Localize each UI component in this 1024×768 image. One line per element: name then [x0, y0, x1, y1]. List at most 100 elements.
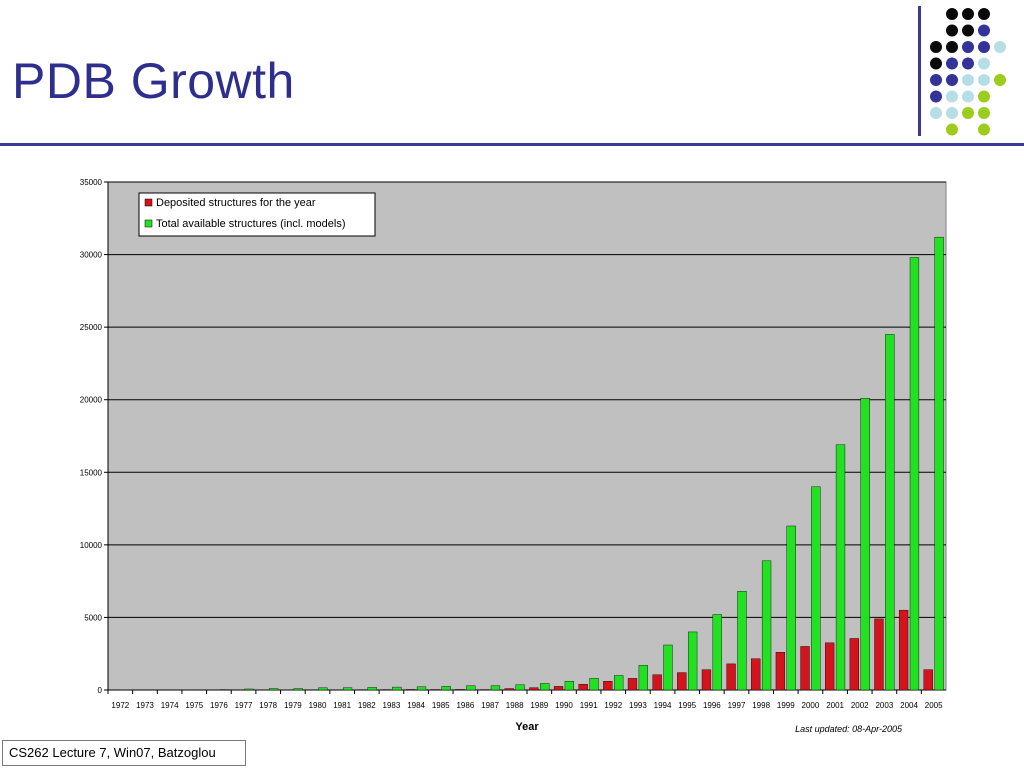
bar-total — [909, 257, 920, 691]
legend-label: Total available structures (incl. models… — [156, 218, 346, 230]
bar-total — [367, 687, 377, 691]
bar-deposited — [652, 674, 662, 691]
x-tick-label: 2005 — [925, 701, 943, 710]
x-tick-label: 1972 — [111, 701, 129, 710]
legend-box — [138, 192, 376, 237]
bar-total — [589, 678, 599, 691]
bar-total — [564, 681, 575, 691]
x-tick-label: 1986 — [456, 701, 474, 710]
x-tick-label: 2002 — [851, 701, 869, 710]
slide-title: PDB Growth — [12, 53, 295, 109]
bar-total — [392, 686, 402, 691]
legend-label: Deposited structures for the year — [156, 197, 316, 209]
bar-total — [614, 675, 624, 691]
bar-total — [786, 525, 796, 691]
x-tick-label: 1988 — [506, 701, 524, 710]
bar-deposited — [701, 669, 712, 691]
bar-total — [293, 688, 303, 691]
x-tick-label: 2001 — [826, 701, 844, 710]
y-tick-label: 5000 — [84, 613, 102, 622]
x-tick-label: 1973 — [136, 701, 154, 710]
x-tick-label: 1996 — [703, 701, 721, 710]
plot-area — [107, 181, 947, 691]
chart-legend: Deposited structures for the year Total a… — [138, 192, 376, 237]
bar-deposited — [849, 638, 859, 691]
bar-total — [416, 686, 427, 691]
bar-deposited — [800, 646, 810, 691]
bar-total — [441, 686, 451, 691]
x-tick-label: 1990 — [555, 701, 573, 710]
x-tick-label: 1974 — [161, 701, 179, 710]
bar-deposited — [603, 681, 613, 691]
bar-total — [885, 334, 895, 691]
y-tick-label: 20000 — [80, 396, 103, 405]
bar-deposited — [406, 689, 416, 691]
bar-total — [687, 631, 698, 691]
x-tick-label: 1981 — [333, 701, 351, 710]
bar-total — [712, 614, 722, 691]
x-tick-label: 1997 — [728, 701, 746, 710]
bar-total — [761, 560, 772, 691]
bar-deposited — [677, 672, 687, 691]
y-tick-label: 15000 — [80, 468, 103, 477]
bar-total — [835, 444, 846, 691]
bar-deposited — [923, 669, 933, 691]
x-tick-label: 1991 — [580, 701, 598, 710]
x-tick-label: 2004 — [900, 701, 918, 710]
x-tick-label: 1999 — [777, 701, 795, 710]
title-underline — [0, 143, 1024, 146]
x-tick-label: 1984 — [407, 701, 425, 710]
x-tick-label: 1992 — [604, 701, 622, 710]
x-tick-label: 1989 — [530, 701, 548, 710]
x-tick-label: 1975 — [185, 701, 203, 710]
slide-footer: CS262 Lecture 7, Win07, Batzoglou — [2, 740, 246, 766]
x-tick-label: 2003 — [875, 701, 893, 710]
bar-total — [737, 591, 747, 691]
bar-total — [934, 236, 944, 691]
bar-deposited — [751, 658, 761, 691]
bar-deposited — [898, 609, 909, 691]
x-tick-label: 1998 — [752, 701, 770, 710]
y-tick-label: 35000 — [80, 178, 103, 187]
bar-deposited — [529, 687, 539, 691]
x-tick-label: 1994 — [654, 701, 672, 710]
vertical-divider — [918, 6, 921, 136]
y-tick-label: 0 — [98, 686, 103, 695]
x-tick-label: 1982 — [358, 701, 376, 710]
x-tick-label: 1976 — [210, 701, 228, 710]
bar-total — [244, 688, 254, 691]
y-tick-label: 25000 — [80, 323, 103, 332]
bar-deposited — [874, 618, 884, 691]
bar-total — [490, 685, 501, 691]
bar-deposited — [578, 683, 588, 691]
y-tick-label: 10000 — [80, 541, 103, 550]
bar-deposited — [775, 652, 786, 691]
bar-deposited — [455, 689, 465, 691]
bar-deposited — [504, 688, 514, 691]
x-tick-label: 1979 — [284, 701, 302, 710]
x-tick-label: 1987 — [481, 701, 499, 710]
bar-deposited — [627, 678, 638, 691]
bar-deposited — [825, 642, 835, 691]
x-tick-label: 1978 — [259, 701, 277, 710]
bar-total — [638, 665, 648, 691]
x-tick-label: 1983 — [383, 701, 401, 710]
bar-deposited — [553, 686, 564, 691]
bar-total — [342, 687, 353, 691]
pdb-growth-chart: 0 5000 10000 15000 20000 25000 30000 35000 1972 1… — [80, 178, 947, 734]
x-tick-label: 1985 — [432, 701, 450, 710]
x-tick-label: 1977 — [235, 701, 253, 710]
x-tick-label: 1995 — [678, 701, 696, 710]
bar-total — [466, 685, 476, 691]
legend-swatch — [144, 198, 153, 207]
last-updated-note: Last updated: 08-Apr-2005 — [795, 724, 903, 734]
x-axis-label: Year — [515, 721, 539, 733]
legend-swatch — [144, 219, 153, 228]
bar-total — [318, 687, 328, 691]
bar-total — [811, 486, 821, 691]
bar-total — [860, 398, 870, 691]
bar-total — [663, 644, 673, 691]
y-tick-label: 30000 — [80, 251, 103, 260]
bar-total — [268, 688, 279, 691]
bar-total — [515, 684, 525, 691]
